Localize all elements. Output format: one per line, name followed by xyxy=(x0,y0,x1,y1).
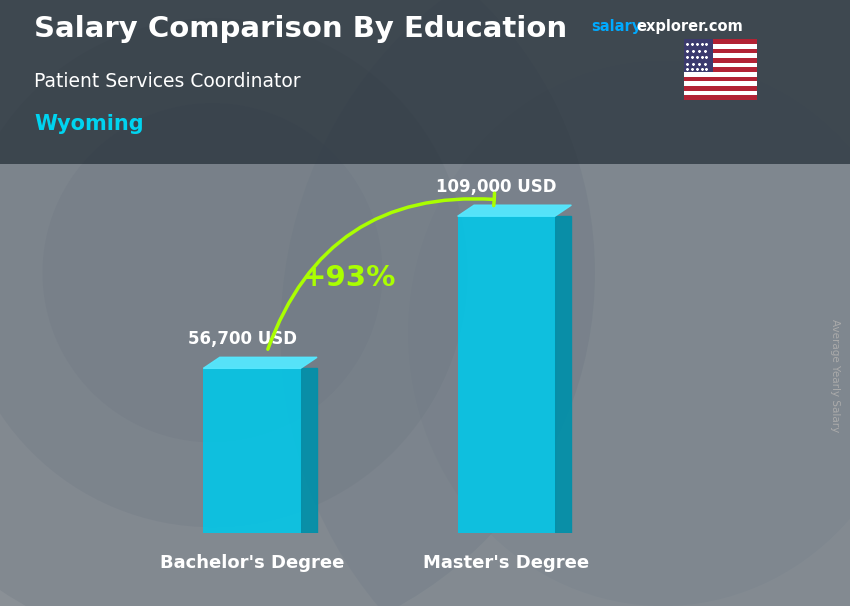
Text: Patient Services Coordinator: Patient Services Coordinator xyxy=(34,72,301,90)
Text: Salary Comparison By Education: Salary Comparison By Education xyxy=(34,15,567,43)
Text: 56,700 USD: 56,700 USD xyxy=(188,330,297,348)
Bar xyxy=(684,86,756,91)
Bar xyxy=(684,44,756,48)
Polygon shape xyxy=(203,358,317,368)
Bar xyxy=(684,81,756,86)
Text: 109,000 USD: 109,000 USD xyxy=(436,178,557,196)
Bar xyxy=(684,48,756,53)
Bar xyxy=(684,95,756,100)
Bar xyxy=(684,62,756,67)
Text: Wyoming: Wyoming xyxy=(34,114,144,134)
Ellipse shape xyxy=(408,61,850,606)
Ellipse shape xyxy=(42,103,382,442)
Text: salary: salary xyxy=(591,19,641,35)
Text: explorer.com: explorer.com xyxy=(637,19,744,35)
Bar xyxy=(684,39,713,72)
Text: Average Yearly Salary: Average Yearly Salary xyxy=(830,319,840,432)
Ellipse shape xyxy=(0,0,595,606)
Bar xyxy=(684,67,756,72)
Bar xyxy=(0,0,850,164)
Bar xyxy=(684,72,756,77)
Bar xyxy=(457,216,555,533)
Polygon shape xyxy=(555,216,571,533)
Bar xyxy=(684,39,756,44)
Polygon shape xyxy=(301,368,317,533)
Bar xyxy=(684,91,756,95)
Bar xyxy=(684,77,756,81)
Text: +93%: +93% xyxy=(302,264,396,292)
Bar xyxy=(203,368,301,533)
Polygon shape xyxy=(457,205,571,216)
Bar xyxy=(684,58,756,62)
Ellipse shape xyxy=(0,18,468,527)
Bar xyxy=(684,53,756,58)
Ellipse shape xyxy=(280,0,850,606)
